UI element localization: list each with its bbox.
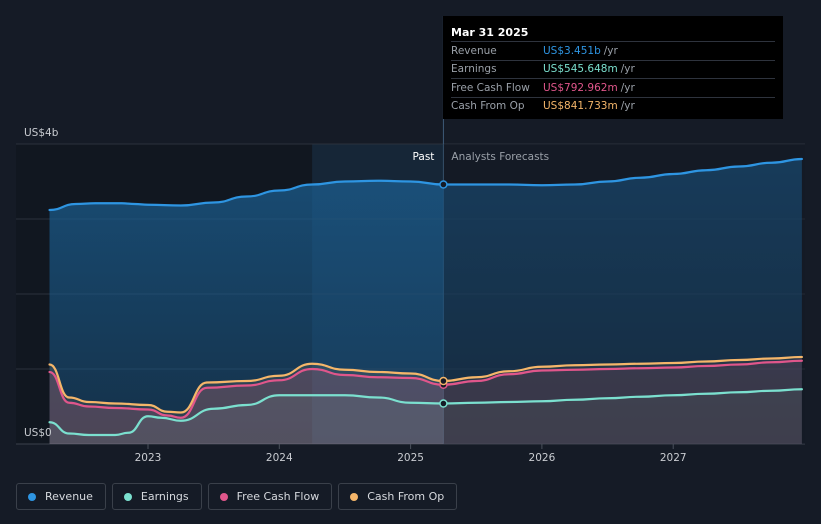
- cash-from-op-marker: [439, 376, 448, 386]
- legend-item-revenue[interactable]: Revenue: [16, 483, 106, 510]
- forecast-label: Analysts Forecasts: [451, 151, 549, 163]
- past-label: Past: [413, 151, 435, 163]
- earnings-area: [49, 389, 802, 444]
- legend-label: Earnings: [140, 490, 189, 503]
- tooltip-row-earnings: Earnings US$545.648m /yr: [451, 59, 775, 79]
- tooltip: Mar 31 2025 Revenue US$3.451b /yr Earnin…: [443, 16, 783, 119]
- x-tick-label: 2024: [266, 452, 293, 464]
- tooltip-unit: /yr: [620, 63, 635, 76]
- tooltip-label: Earnings: [451, 63, 497, 76]
- y-tick-label: US$4b: [24, 127, 59, 139]
- x-tick-label: 2026: [529, 452, 556, 464]
- legend-item-earnings[interactable]: Earnings: [111, 483, 202, 510]
- tooltip-value: US$841.733m: [543, 100, 618, 113]
- tooltip-row-free-cash-flow: Free Cash Flow US$792.962m /yr: [451, 78, 775, 97]
- tooltip-value: US$792.962m: [543, 81, 618, 94]
- free-cash-flow-line: [48, 359, 803, 419]
- forecast-overlay: [443, 144, 805, 444]
- legend: Revenue Earnings Free Cash Flow Cash Fro…: [16, 483, 458, 510]
- earnings-line: [48, 388, 803, 437]
- tooltip-value: US$545.648m: [543, 63, 618, 76]
- revenue-marker: [439, 180, 448, 189]
- legend-label: Free Cash Flow: [236, 490, 320, 503]
- y-tick-label: US$0: [24, 427, 52, 439]
- cash-from-op-area: [49, 357, 802, 444]
- tooltip-label: Cash From Op: [451, 100, 525, 113]
- revenue-area: [49, 159, 802, 444]
- revenue-line: [48, 157, 803, 212]
- tooltip-unit: /yr: [603, 44, 618, 57]
- tooltip-unit: /yr: [620, 81, 635, 94]
- x-tick-label: 2027: [660, 452, 687, 464]
- tooltip-row-revenue: Revenue US$3.451b /yr: [451, 41, 775, 60]
- legend-item-cash-from-op[interactable]: Cash From Op: [338, 483, 458, 510]
- cash-from-op-dot-icon: [350, 492, 359, 501]
- tooltip-unit: /yr: [620, 100, 635, 113]
- revenue-dot-icon: [28, 492, 36, 501]
- legend-label: Revenue: [45, 490, 93, 503]
- earnings-marker: [439, 399, 448, 408]
- tooltip-date: Mar 31 2025: [451, 26, 529, 39]
- legend-item-free-cash-flow[interactable]: Free Cash Flow: [207, 483, 333, 510]
- free-cash-flow-dot-icon: [219, 492, 228, 501]
- tooltip-label: Revenue: [451, 44, 497, 57]
- earnings-dot-icon: [123, 492, 132, 501]
- x-tick-label: 2025: [397, 452, 424, 464]
- legend-label: Cash From Op: [367, 490, 445, 503]
- x-tick-label: 2023: [135, 452, 162, 464]
- cash-from-op-line: [48, 355, 803, 414]
- tooltip-row-cash-from-op: Cash From Op US$841.733m /yr: [451, 96, 775, 116]
- tooltip-value: US$3.451b: [543, 44, 601, 57]
- tooltip-label: Free Cash Flow: [451, 81, 530, 94]
